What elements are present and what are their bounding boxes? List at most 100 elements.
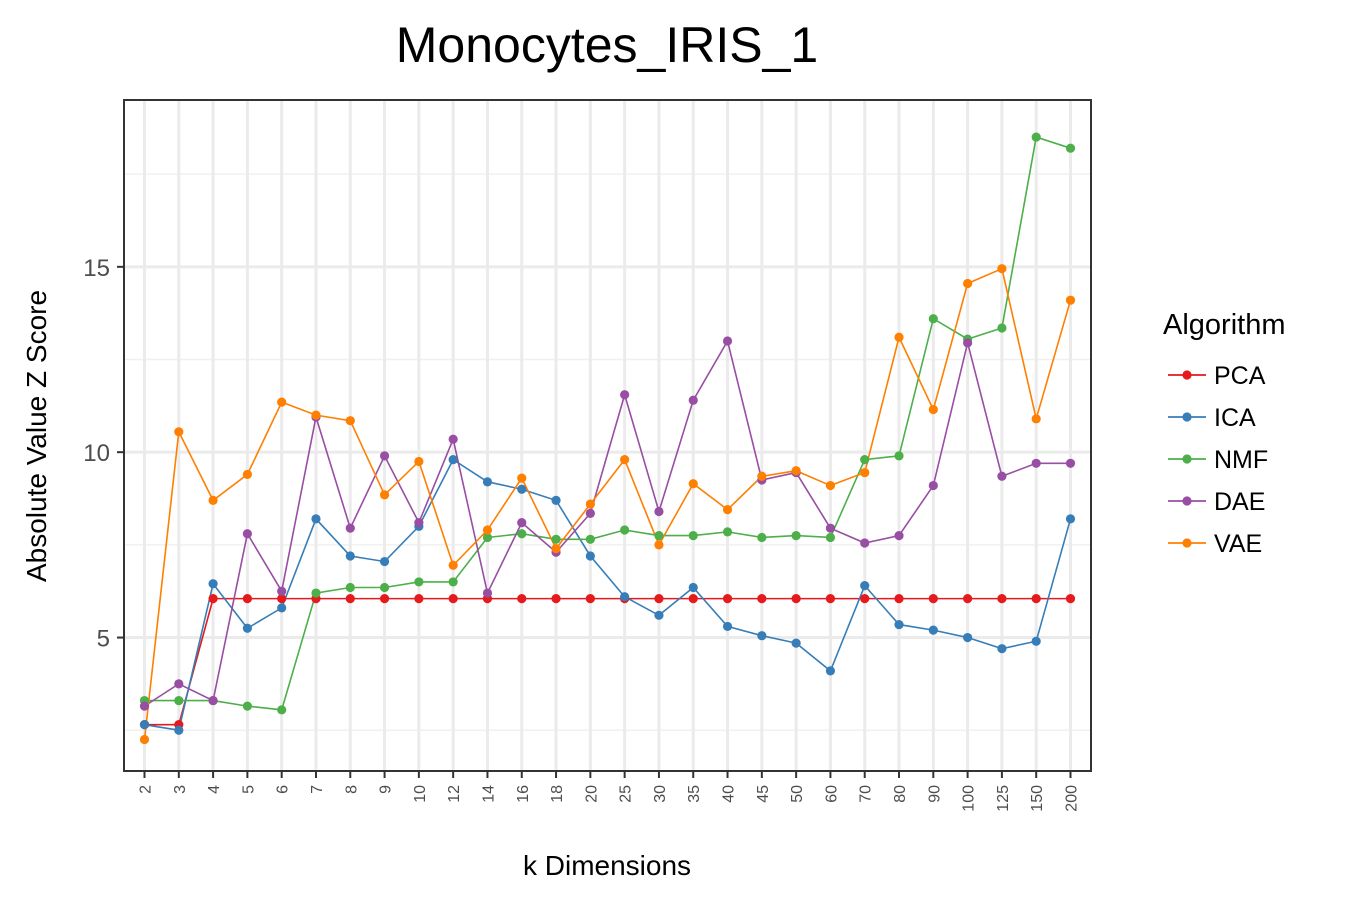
data-point-dae bbox=[414, 518, 424, 528]
data-point-nmf bbox=[585, 534, 595, 544]
data-point-ica bbox=[1031, 636, 1041, 646]
data-point-ica bbox=[379, 556, 390, 567]
data-point-ica bbox=[860, 581, 870, 591]
x-tick-label: 125 bbox=[995, 785, 1012, 812]
x-tick-label: 30 bbox=[652, 785, 669, 803]
data-point-ica bbox=[311, 514, 321, 524]
y-tick-label: 5 bbox=[97, 626, 110, 653]
data-point-nmf bbox=[654, 530, 664, 541]
x-tick-label: 18 bbox=[549, 785, 566, 803]
x-tick-label: 12 bbox=[446, 785, 463, 803]
data-point-nmf bbox=[277, 705, 287, 715]
legend-label-ica: ICA bbox=[1214, 404, 1256, 432]
data-point-ica bbox=[654, 610, 664, 620]
data-point-ica bbox=[722, 621, 733, 632]
data-point-dae bbox=[277, 586, 287, 596]
x-tick-label: 16 bbox=[515, 785, 532, 803]
plot-border bbox=[123, 99, 1092, 772]
data-point-pca bbox=[517, 594, 527, 604]
data-point-dae bbox=[860, 538, 870, 548]
data-point-vae bbox=[894, 332, 904, 342]
x-tick-label: 90 bbox=[926, 785, 943, 803]
data-point-ica bbox=[585, 551, 595, 561]
x-tick-label: 9 bbox=[378, 785, 395, 794]
data-point-pca bbox=[688, 594, 698, 604]
legend-key-point bbox=[1182, 496, 1192, 506]
data-point-pca bbox=[791, 594, 801, 604]
x-tick-label: 35 bbox=[686, 785, 703, 803]
x-tick-label: 14 bbox=[480, 785, 497, 803]
data-point-pca bbox=[654, 594, 664, 604]
data-point-pca bbox=[277, 594, 287, 604]
data-point-vae bbox=[517, 473, 527, 483]
data-point-pca bbox=[585, 594, 595, 604]
data-point-nmf bbox=[1065, 143, 1076, 153]
data-point-vae bbox=[482, 525, 493, 535]
data-point-ica bbox=[482, 477, 493, 487]
data-point-vae bbox=[997, 264, 1007, 274]
x-tick-label: 100 bbox=[961, 785, 978, 812]
x-tick-label: 6 bbox=[275, 785, 292, 794]
x-tick-label: 150 bbox=[1029, 785, 1046, 812]
data-point-vae bbox=[963, 278, 973, 289]
y-tick-label: 15 bbox=[83, 255, 110, 282]
data-point-dae bbox=[345, 523, 355, 533]
x-tick-label: 80 bbox=[892, 785, 909, 803]
legend-key-point bbox=[1182, 538, 1192, 548]
data-point-nmf bbox=[860, 454, 870, 465]
data-point-pca bbox=[997, 594, 1007, 604]
data-point-ica bbox=[757, 631, 767, 641]
data-point-ica bbox=[928, 625, 938, 635]
data-point-vae bbox=[139, 734, 150, 745]
x-tick-label: 4 bbox=[206, 785, 223, 794]
data-point-pca bbox=[448, 594, 458, 604]
data-point-ica bbox=[345, 551, 355, 561]
data-point-ica bbox=[963, 632, 973, 643]
data-point-vae bbox=[928, 404, 938, 415]
data-point-vae bbox=[1031, 414, 1041, 424]
data-point-ica bbox=[448, 454, 458, 465]
data-point-vae bbox=[654, 540, 664, 550]
y-axis-title: Absolute Value Z Score bbox=[21, 290, 52, 582]
data-point-vae bbox=[379, 490, 390, 500]
data-point-pca bbox=[825, 594, 836, 604]
data-point-vae bbox=[688, 479, 698, 489]
data-point-nmf bbox=[448, 577, 458, 587]
data-point-pca bbox=[1031, 594, 1041, 604]
data-point-vae bbox=[860, 467, 870, 478]
data-point-ica bbox=[997, 644, 1007, 654]
data-point-vae bbox=[345, 416, 355, 426]
data-point-nmf bbox=[688, 530, 698, 541]
data-point-ica bbox=[174, 725, 184, 735]
data-point-dae bbox=[482, 588, 493, 598]
data-point-ica bbox=[620, 592, 630, 602]
data-point-pca bbox=[379, 594, 390, 604]
data-point-pca bbox=[242, 594, 252, 604]
data-point-dae bbox=[825, 523, 836, 533]
data-point-nmf bbox=[379, 582, 390, 593]
data-point-dae bbox=[1065, 458, 1076, 468]
data-point-pca bbox=[757, 594, 767, 604]
data-point-pca bbox=[928, 594, 938, 604]
data-point-ica bbox=[894, 619, 904, 630]
data-point-nmf bbox=[1031, 132, 1041, 142]
data-point-nmf bbox=[757, 532, 767, 543]
data-point-dae bbox=[208, 695, 218, 706]
legend-label-nmf: NMF bbox=[1214, 446, 1268, 474]
legend-key-point bbox=[1182, 454, 1192, 464]
data-point-nmf bbox=[997, 323, 1007, 333]
series-line-ica bbox=[144, 458, 1072, 732]
data-point-nmf bbox=[482, 532, 493, 543]
x-tick-label: 10 bbox=[412, 785, 429, 803]
data-point-ica bbox=[825, 666, 836, 676]
data-point-dae bbox=[585, 508, 595, 518]
data-point-dae bbox=[1031, 458, 1041, 468]
data-point-dae bbox=[654, 506, 664, 517]
data-point-ica bbox=[139, 720, 150, 730]
data-point-nmf bbox=[242, 701, 252, 711]
data-point-pca bbox=[894, 594, 904, 604]
data-point-vae bbox=[1065, 295, 1076, 305]
legend: Algorithm PCA ICA NMF DAE VAE bbox=[1163, 309, 1286, 558]
y-tick-label: 10 bbox=[83, 440, 110, 467]
data-point-ica bbox=[242, 623, 252, 633]
